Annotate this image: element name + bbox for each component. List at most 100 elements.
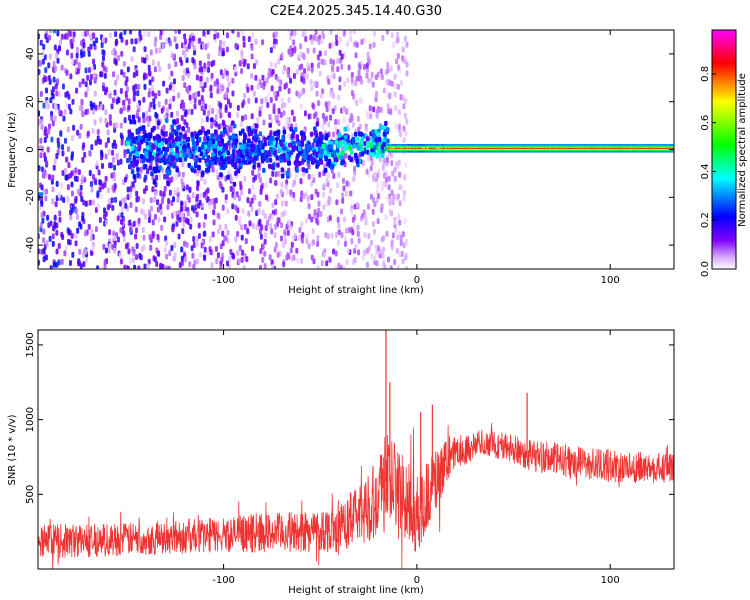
heatmap-cell xyxy=(134,161,139,167)
heatmap-cell xyxy=(221,72,225,79)
heatmap-cell xyxy=(122,230,126,237)
heatmap-cell xyxy=(336,143,340,149)
heatmap-cell xyxy=(542,147,545,149)
heatmap-cell xyxy=(181,182,185,189)
heatmap-cell xyxy=(206,196,210,203)
heatmap-cell xyxy=(245,151,249,157)
heatmap-cell xyxy=(257,173,261,180)
heatmap-cell xyxy=(462,147,465,149)
heatmap-cell xyxy=(114,79,118,86)
heatmap-cell xyxy=(175,146,179,152)
heatmap-cell xyxy=(177,124,181,130)
heatmap-cell xyxy=(105,86,109,93)
heatmap-cell xyxy=(329,58,333,65)
heatmap-cell xyxy=(307,113,311,120)
heatmap-cell xyxy=(52,164,56,171)
heatmap-cell xyxy=(74,240,78,247)
heatmap-cell xyxy=(113,196,117,203)
heatmap-cell xyxy=(320,38,324,45)
heatmap-cell xyxy=(590,147,593,149)
heatmap-cell xyxy=(632,147,635,149)
heatmap-cell xyxy=(399,239,403,246)
heatmap-cell xyxy=(302,78,306,85)
heatmap-cell xyxy=(539,147,542,149)
heatmap-cell xyxy=(41,58,45,65)
heatmap-cell xyxy=(302,193,306,200)
heatmap-cell xyxy=(578,147,581,149)
heatmap-cell xyxy=(270,85,274,92)
heatmap-cell xyxy=(260,157,265,163)
heatmap-cell xyxy=(224,194,228,201)
heatmap-cell xyxy=(269,129,273,136)
heatmap-cell xyxy=(236,104,240,111)
heatmap-cell xyxy=(246,86,250,93)
heatmap-cell xyxy=(141,226,145,233)
heatmap-cell xyxy=(293,233,297,240)
heatmap-cell xyxy=(451,147,454,149)
heatmap-cell xyxy=(174,131,179,137)
heatmap-cell xyxy=(389,65,393,72)
heatmap-cell xyxy=(390,198,394,205)
heatmap-cell xyxy=(536,147,539,149)
heatmap-cell xyxy=(144,174,148,181)
heatmap-cell xyxy=(164,159,169,165)
heatmap-cell xyxy=(216,212,220,219)
heatmap-cell xyxy=(506,147,510,149)
heatmap-cell xyxy=(255,59,259,66)
heatmap-cell xyxy=(269,47,273,54)
heatmap-cell xyxy=(352,175,356,182)
heatmap-cell xyxy=(242,132,247,138)
heatmap-cell xyxy=(254,38,258,45)
heatmap-cell xyxy=(528,147,531,149)
heatmap-cell xyxy=(186,210,190,217)
heatmap-cell xyxy=(357,69,361,76)
heatmap-cell xyxy=(254,136,258,142)
heatmap-cell xyxy=(596,147,599,149)
heatmap-cell xyxy=(198,37,202,44)
heatmap-cell xyxy=(99,117,103,124)
heatmap-cell xyxy=(226,260,230,267)
heatmap-cell xyxy=(303,67,307,74)
heatmap-cell xyxy=(221,204,225,211)
heatmap-cell xyxy=(120,50,124,57)
heatmap-cell xyxy=(565,147,568,149)
heatmap-cell xyxy=(165,239,169,246)
heatmap-cell xyxy=(341,150,345,156)
heatmap-cell xyxy=(194,156,199,162)
heatmap-cell xyxy=(390,189,394,196)
heatmap-cell xyxy=(120,212,124,219)
heatmap-cell xyxy=(180,246,184,253)
heatmap-cell xyxy=(157,216,161,223)
heatmap-cell xyxy=(184,109,188,116)
heatmap-cell xyxy=(463,147,466,149)
figure-title: C2E4.2025.345.14.40.G30 xyxy=(270,4,442,19)
heatmap-cell xyxy=(86,130,90,137)
heatmap-cell xyxy=(312,34,316,41)
heatmap-cell xyxy=(386,157,390,164)
heatmap-cell xyxy=(151,232,155,239)
heatmap-cell xyxy=(287,160,291,166)
snr-x-ticks: -100 0 100 xyxy=(212,330,620,586)
heatmap-cell xyxy=(46,146,50,153)
heatmap-cell xyxy=(338,49,342,56)
heatmap-cell xyxy=(341,197,345,204)
heatmap-cell xyxy=(399,235,403,242)
heatmap-cell xyxy=(210,199,214,206)
heatmap-cell xyxy=(198,99,202,106)
heatmap-cell xyxy=(346,77,350,84)
heatmap-cell xyxy=(82,42,86,49)
heatmap-cell xyxy=(61,144,65,151)
heatmap-cell xyxy=(81,111,85,118)
heatmap-cell xyxy=(551,147,555,149)
heatmap-cell xyxy=(287,72,291,79)
heatmap-cell xyxy=(195,193,199,200)
heatmap-cell xyxy=(310,131,314,137)
heatmap-cell xyxy=(213,33,217,40)
heatmap-cell xyxy=(150,171,154,177)
heatmap-cell xyxy=(175,43,179,50)
heatmap-cell xyxy=(344,240,348,247)
heatmap-cell xyxy=(90,65,94,72)
heatmap-cell xyxy=(157,60,161,67)
heatmap-cell xyxy=(421,147,425,149)
heatmap-cell xyxy=(418,147,422,149)
